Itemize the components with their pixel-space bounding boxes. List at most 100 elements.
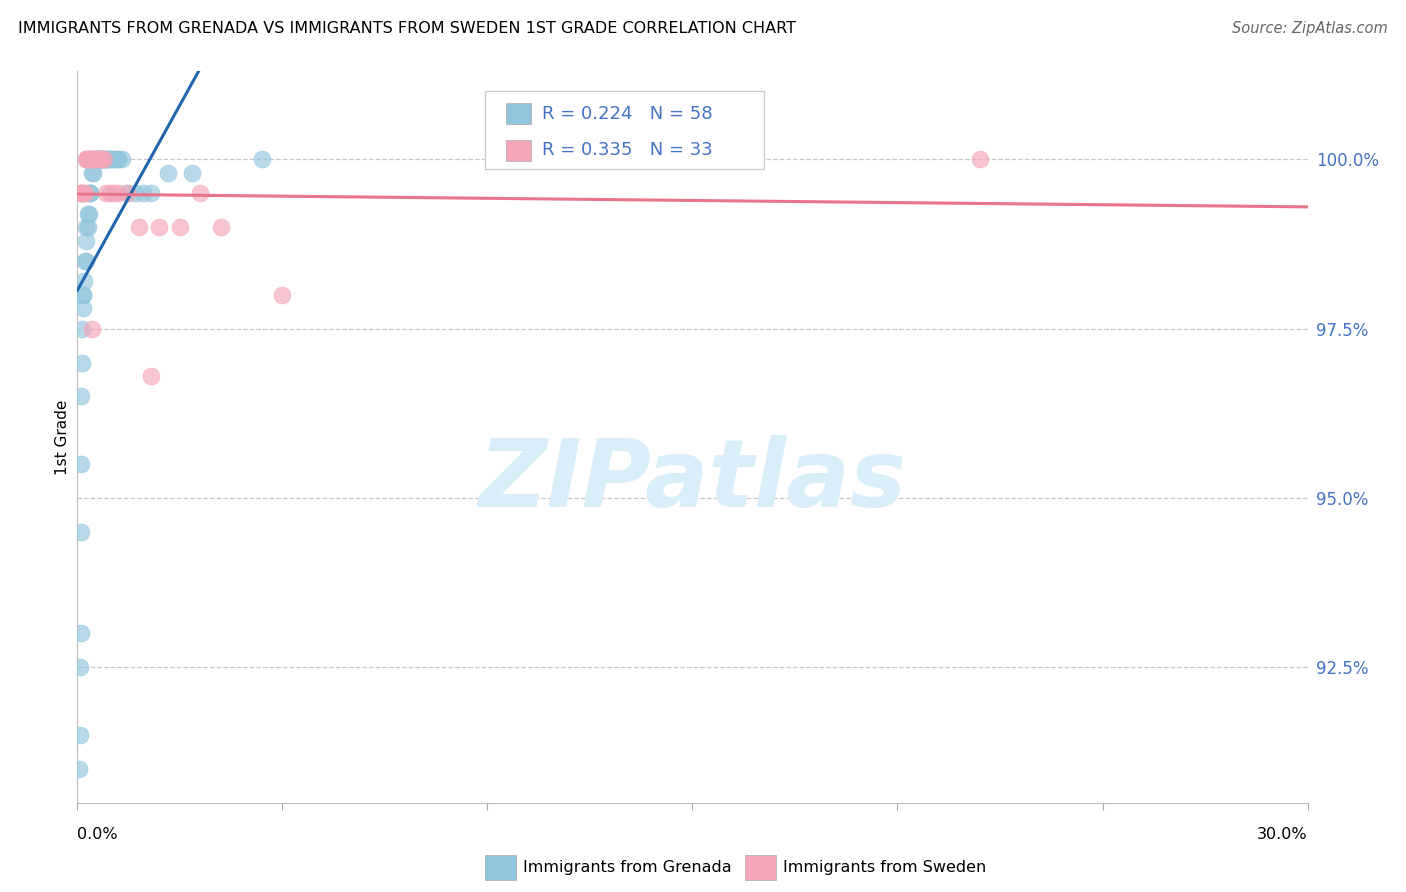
Point bbox=[73, 186, 96, 201]
Point bbox=[124, 186, 146, 201]
Point bbox=[69, 728, 91, 742]
Point bbox=[94, 153, 117, 167]
Text: 0.0%: 0.0% bbox=[77, 827, 118, 841]
Point bbox=[70, 355, 93, 369]
Point bbox=[70, 389, 93, 403]
Point bbox=[80, 153, 103, 167]
Point bbox=[72, 288, 94, 302]
Point bbox=[80, 322, 103, 336]
Point bbox=[141, 369, 163, 384]
Point bbox=[87, 153, 110, 167]
Point bbox=[969, 153, 991, 167]
Point bbox=[76, 220, 98, 235]
Point bbox=[83, 153, 105, 167]
Point bbox=[91, 153, 114, 167]
Point bbox=[90, 153, 114, 167]
Point bbox=[73, 274, 96, 288]
Point bbox=[80, 166, 103, 180]
Text: Immigrants from Grenada: Immigrants from Grenada bbox=[523, 860, 731, 874]
Point bbox=[72, 301, 94, 316]
Point bbox=[98, 186, 121, 201]
Point bbox=[98, 153, 121, 167]
Point bbox=[209, 220, 232, 235]
Point bbox=[75, 234, 97, 248]
Text: Immigrants from Sweden: Immigrants from Sweden bbox=[783, 860, 987, 874]
Point bbox=[86, 153, 108, 167]
Point bbox=[132, 186, 155, 201]
Point bbox=[84, 153, 107, 167]
Point bbox=[93, 153, 115, 167]
Point bbox=[101, 153, 124, 167]
Point bbox=[77, 153, 100, 167]
Point bbox=[156, 166, 179, 180]
Point bbox=[87, 153, 110, 167]
Point bbox=[83, 153, 105, 167]
Point bbox=[271, 288, 294, 302]
Point bbox=[87, 153, 110, 167]
Point bbox=[87, 153, 110, 167]
Point bbox=[97, 153, 120, 167]
Point bbox=[103, 153, 125, 167]
Point bbox=[111, 153, 134, 167]
Point bbox=[90, 153, 112, 167]
Y-axis label: 1st Grade: 1st Grade bbox=[55, 400, 70, 475]
Point bbox=[73, 254, 96, 268]
Point bbox=[70, 524, 93, 539]
Point bbox=[93, 153, 115, 167]
Point bbox=[79, 186, 101, 201]
Text: IMMIGRANTS FROM GRENADA VS IMMIGRANTS FROM SWEDEN 1ST GRADE CORRELATION CHART: IMMIGRANTS FROM GRENADA VS IMMIGRANTS FR… bbox=[18, 21, 796, 36]
Point bbox=[75, 254, 97, 268]
Point bbox=[70, 457, 93, 471]
Point bbox=[103, 186, 125, 201]
Point bbox=[79, 153, 101, 167]
Text: Source: ZipAtlas.com: Source: ZipAtlas.com bbox=[1232, 21, 1388, 36]
Point bbox=[72, 288, 94, 302]
Point bbox=[75, 220, 97, 235]
Point bbox=[84, 153, 107, 167]
Text: R = 0.335   N = 33: R = 0.335 N = 33 bbox=[543, 141, 713, 160]
Point bbox=[70, 186, 93, 201]
Point bbox=[188, 186, 212, 201]
Point bbox=[169, 220, 191, 235]
Point bbox=[250, 153, 273, 167]
Point bbox=[94, 153, 117, 167]
Point bbox=[69, 186, 91, 201]
Point bbox=[69, 626, 91, 640]
Point bbox=[107, 153, 129, 167]
Point bbox=[70, 186, 93, 201]
Text: R = 0.224   N = 58: R = 0.224 N = 58 bbox=[543, 104, 713, 123]
Point bbox=[75, 153, 97, 167]
Point bbox=[141, 186, 163, 201]
Point bbox=[89, 153, 111, 167]
Point bbox=[77, 206, 100, 220]
Point bbox=[90, 153, 114, 167]
Point bbox=[94, 153, 117, 167]
Point bbox=[83, 153, 105, 167]
Point bbox=[107, 153, 129, 167]
Point bbox=[76, 153, 98, 167]
Text: ZIPatlas: ZIPatlas bbox=[478, 435, 907, 527]
Point bbox=[70, 322, 93, 336]
Point bbox=[98, 153, 121, 167]
Point bbox=[128, 220, 150, 235]
Point bbox=[76, 206, 98, 220]
Point bbox=[72, 186, 94, 201]
Text: 30.0%: 30.0% bbox=[1257, 827, 1308, 841]
Point bbox=[115, 186, 138, 201]
Point bbox=[115, 186, 138, 201]
Point bbox=[79, 186, 101, 201]
Point bbox=[69, 660, 91, 674]
Point bbox=[94, 186, 117, 201]
Point bbox=[89, 153, 111, 167]
Point bbox=[103, 153, 125, 167]
Point bbox=[107, 186, 129, 201]
Point bbox=[82, 166, 104, 180]
Point bbox=[75, 153, 97, 167]
Point bbox=[82, 153, 104, 167]
Point bbox=[67, 762, 90, 776]
Point bbox=[90, 153, 114, 167]
Point bbox=[83, 153, 105, 167]
Point bbox=[181, 166, 204, 180]
Point bbox=[79, 186, 101, 201]
Point bbox=[148, 220, 170, 235]
